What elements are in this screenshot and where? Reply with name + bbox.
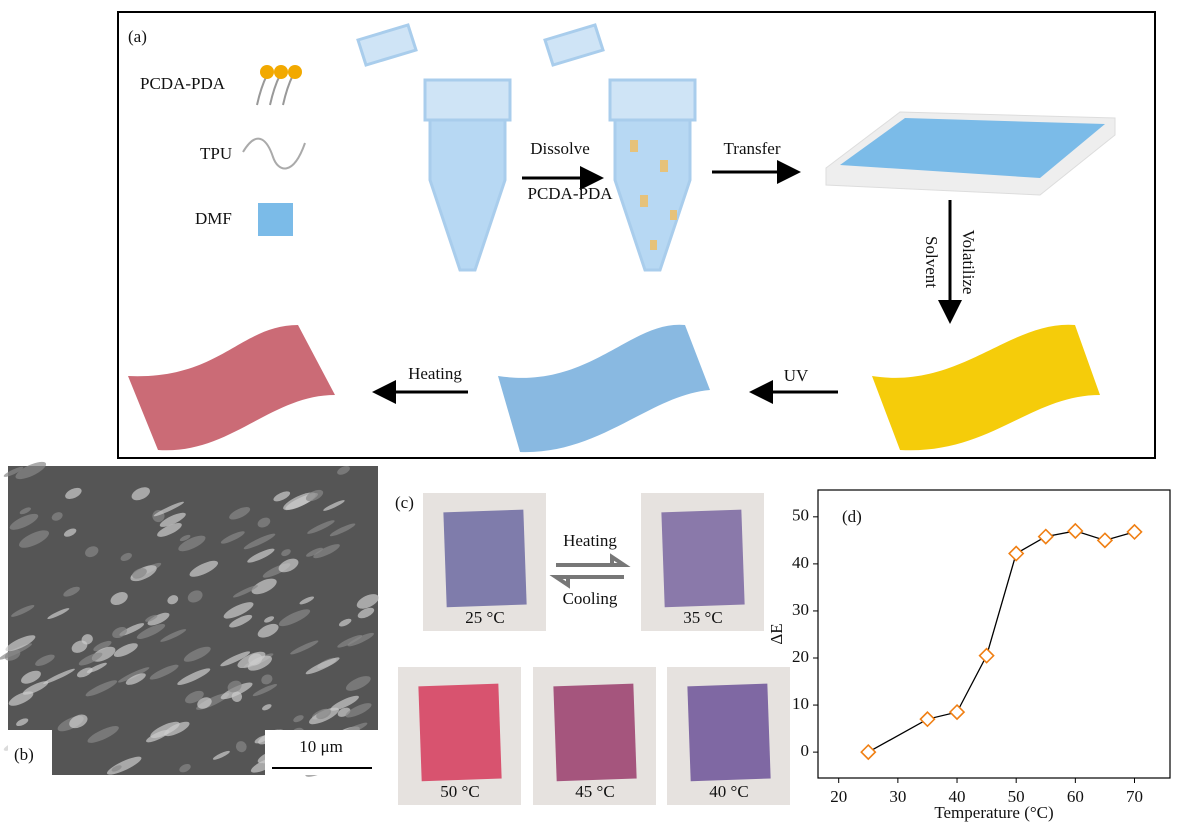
step-label: Transfer — [724, 139, 781, 158]
temperature-label: 45 °C — [575, 782, 614, 801]
temperature-label: 50 °C — [440, 782, 479, 801]
film-sample — [661, 510, 744, 608]
marker — [861, 745, 875, 759]
x-tick-label: 60 — [1067, 787, 1084, 806]
y-tick-label: 10 — [792, 694, 809, 713]
tube — [358, 25, 510, 270]
arrow-label: Cooling — [563, 589, 618, 608]
panel-label: (a) — [128, 27, 147, 46]
line — [868, 531, 1134, 752]
arrow — [556, 577, 624, 585]
legend-label: TPU — [200, 144, 232, 163]
film-sample — [553, 684, 636, 782]
y-tick-label: 0 — [801, 741, 810, 760]
marker — [1098, 533, 1112, 547]
film-sample — [418, 684, 501, 782]
dmf-icon — [258, 203, 293, 236]
tpu-icon — [243, 139, 305, 169]
film-yellow — [872, 325, 1100, 451]
tray — [826, 112, 1115, 195]
legend-label: PCDA-PDA — [140, 74, 226, 93]
marker — [1068, 524, 1082, 538]
y-tick-label: 20 — [792, 647, 809, 666]
step-label: UV — [784, 366, 809, 385]
panel-label: (d) — [842, 507, 862, 526]
y-tick-label: 50 — [792, 506, 809, 525]
step-label: PCDA-PDA — [527, 184, 613, 203]
chart: 20304050607001020304050Temperature (°C)Δ… — [767, 490, 1170, 822]
step-label: Heating — [408, 364, 462, 383]
marker — [1128, 525, 1142, 539]
y-tick-label: 30 — [792, 600, 809, 619]
step-label: Volatilize — [959, 230, 978, 295]
pda-icon — [257, 65, 302, 105]
legend-label: DMF — [195, 209, 232, 228]
marker — [1009, 547, 1023, 561]
film-sample — [687, 684, 770, 782]
temperature-label: 35 °C — [683, 608, 722, 627]
plot-frame — [818, 490, 1170, 778]
film-sample — [443, 510, 526, 608]
y-axis-label: ΔE — [767, 623, 786, 644]
film-red — [128, 325, 335, 450]
arrow-label: Heating — [563, 531, 617, 550]
arrow — [556, 557, 624, 565]
panel-label: (b) — [14, 745, 34, 764]
x-tick-label: 70 — [1126, 787, 1143, 806]
film-blue — [498, 325, 710, 452]
x-tick-label: 20 — [830, 787, 847, 806]
scale-bar-label: 10 μm — [299, 737, 343, 756]
marker — [920, 712, 934, 726]
figure: (a) PCDA-PDA TPU DMF Dissolve PCDA-PDA T… — [0, 0, 1197, 825]
marker — [980, 649, 994, 663]
marker — [950, 705, 964, 719]
temperature-label: 40 °C — [709, 782, 748, 801]
y-tick-label: 40 — [792, 553, 809, 572]
panel-label: (c) — [395, 493, 414, 512]
temperature-label: 25 °C — [465, 608, 504, 627]
x-tick-label: 30 — [889, 787, 906, 806]
step-label: Solvent — [922, 236, 941, 288]
marker — [1039, 530, 1053, 544]
step-label: Dissolve — [530, 139, 590, 158]
x-axis-label: Temperature (°C) — [934, 803, 1053, 822]
